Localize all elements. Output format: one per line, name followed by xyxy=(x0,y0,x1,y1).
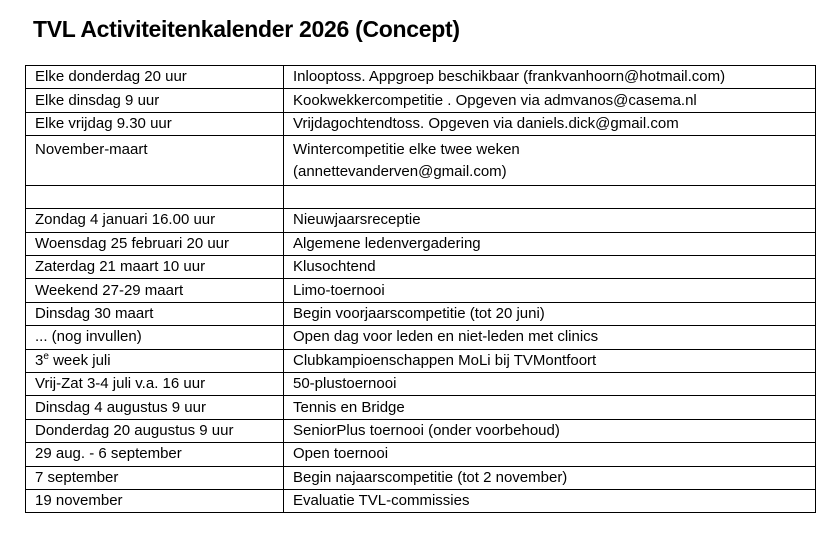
activity-cell: Wintercompetitie elke twee weken (annett… xyxy=(283,135,816,186)
activity-cell xyxy=(283,184,816,210)
table-row: 7 september Begin najaarscompetitie (tot… xyxy=(25,465,816,490)
activity-cell: Nieuwjaarsreceptie xyxy=(283,208,816,233)
date-cell: Elke vrijdag 9.30 uur xyxy=(25,111,284,137)
date-cell: ... (nog invullen) xyxy=(25,325,284,350)
table-row: Woensdag 25 februari 20 uur Algemene led… xyxy=(25,231,816,257)
activity-cell: Vrijdagochtendtoss. Opgeven via daniels.… xyxy=(283,111,816,137)
date-cell xyxy=(25,184,284,210)
table-row: Zaterdag 21 maart 10 uur Klusochtend xyxy=(25,255,816,280)
date-cell: 19 november xyxy=(25,488,284,514)
table-row: Elke dinsdag 9 uur Kookwekkercompetitie … xyxy=(25,88,816,113)
table-row: Elke vrijdag 9.30 uur Vrijdagochtendtoss… xyxy=(25,111,816,137)
activity-cell: Open dag voor leden en niet-leden met cl… xyxy=(283,325,816,350)
date-cell: 7 september xyxy=(25,465,284,490)
date-cell: Elke donderdag 20 uur xyxy=(25,64,284,90)
date-text: 3 xyxy=(35,351,44,369)
activity-cell: Kookwekkercompetitie . Opgeven via admva… xyxy=(283,88,816,113)
table-row: ... (nog invullen) Open dag voor leden e… xyxy=(25,325,816,350)
table-row: Vrij-Zat 3-4 juli v.a. 16 uur 50-plustoe… xyxy=(25,371,816,397)
activity-cell: Clubkampioenschappen MoLi bij TVMontfoor… xyxy=(283,348,816,373)
table-row: Elke donderdag 20 uur Inlooptoss. Appgro… xyxy=(25,64,816,90)
page-title: TVL Activiteitenkalender 2026 (Concept) xyxy=(33,16,460,42)
table-row: November-maart Wintercompetitie elke twe… xyxy=(25,135,816,186)
table-row: 29 aug. - 6 september Open toernooi xyxy=(25,442,816,467)
activity-cell: Inlooptoss. Appgroep beschikbaar (frankv… xyxy=(283,64,816,90)
date-text: week juli xyxy=(48,351,111,369)
activity-cell: Open toernooi xyxy=(283,442,816,467)
activity-cell: Begin najaarscompetitie (tot 2 november) xyxy=(283,465,816,490)
table-row: Donderdag 20 augustus 9 uur SeniorPlus t… xyxy=(25,418,816,444)
date-cell: Weekend 27-29 maart xyxy=(25,278,284,303)
date-cell: Dinsdag 30 maart xyxy=(25,301,284,327)
date-cell: Elke dinsdag 9 uur xyxy=(25,88,284,113)
date-cell: Zaterdag 21 maart 10 uur xyxy=(25,255,284,280)
activity-cell: Begin voorjaarscompetitie (tot 20 juni) xyxy=(283,301,816,327)
activity-cell: Tennis en Bridge xyxy=(283,395,816,420)
table-row: 3e week juli Clubkampioenschappen MoLi b… xyxy=(25,348,816,373)
date-cell: Donderdag 20 augustus 9 uur xyxy=(25,418,284,444)
activity-cell: SeniorPlus toernooi (onder voorbehoud) xyxy=(283,418,816,444)
table-row-empty xyxy=(25,184,816,210)
table-row: Dinsdag 30 maart Begin voorjaarscompetit… xyxy=(25,301,816,327)
date-cell: November-maart xyxy=(25,135,284,186)
date-cell: 29 aug. - 6 september xyxy=(25,442,284,467)
activities-table: Elke donderdag 20 uur Inlooptoss. Appgro… xyxy=(25,64,816,514)
date-cell: 3e week juli xyxy=(25,348,284,373)
date-cell: Dinsdag 4 augustus 9 uur xyxy=(25,395,284,420)
activity-cell: Limo-toernooi xyxy=(283,278,816,303)
table-row: Zondag 4 januari 16.00 uur Nieuwjaarsrec… xyxy=(25,208,816,233)
table-row: 19 november Evaluatie TVL-commissies xyxy=(25,488,816,514)
table-row: Weekend 27-29 maart Limo-toernooi xyxy=(25,278,816,303)
activity-cell: Algemene ledenvergadering xyxy=(283,231,816,257)
date-cell: Vrij-Zat 3-4 juli v.a. 16 uur xyxy=(25,371,284,397)
activity-cell: Evaluatie TVL-commissies xyxy=(283,488,816,514)
activity-cell: Klusochtend xyxy=(283,255,816,280)
date-cell: Zondag 4 januari 16.00 uur xyxy=(25,208,284,233)
ordinal-superscript: e xyxy=(43,350,49,362)
activity-cell: 50-plustoernooi xyxy=(283,371,816,397)
date-cell: Woensdag 25 februari 20 uur xyxy=(25,231,284,257)
table-row: Dinsdag 4 augustus 9 uur Tennis en Bridg… xyxy=(25,395,816,420)
